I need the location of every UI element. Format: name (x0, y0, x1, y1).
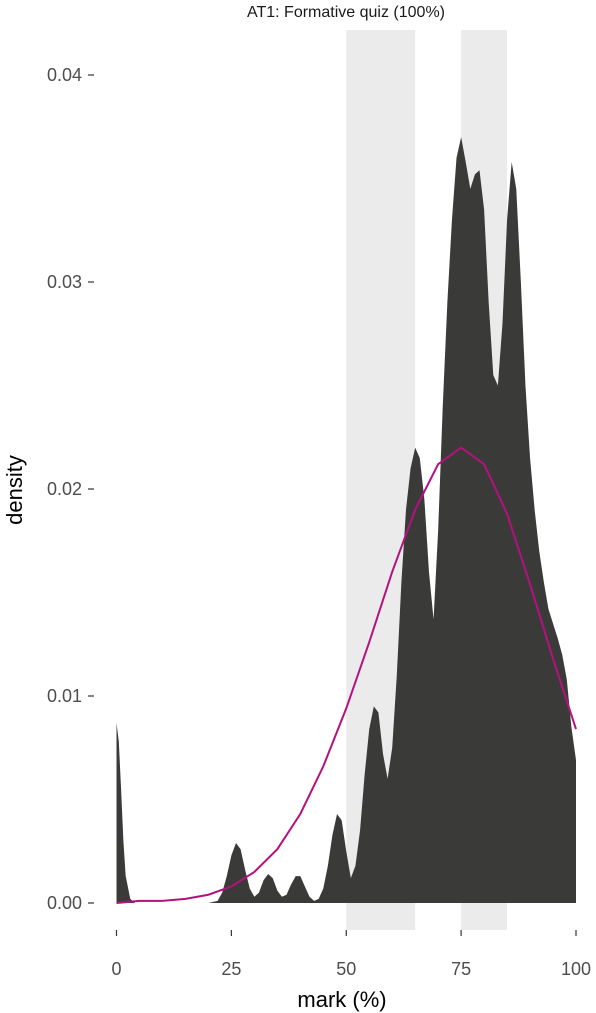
x-axis: 0 25 50 75 100 (111, 930, 591, 979)
x-tick-label: 25 (221, 959, 241, 979)
normal-curve-line (116, 446, 577, 904)
x-tick-label: 50 (336, 959, 356, 979)
y-tick-label: 0.04 (47, 65, 82, 85)
y-axis-title: density (2, 455, 27, 525)
x-tick-label: 100 (561, 959, 591, 979)
y-axis: 0.00 0.01 0.02 0.03 0.04 (47, 65, 94, 913)
x-tick-label: 0 (111, 959, 121, 979)
density-area (116, 137, 576, 904)
y-tick-label: 0.02 (47, 479, 82, 499)
y-tick-label: 0.00 (47, 893, 82, 913)
x-axis-title: mark (%) (297, 987, 386, 1012)
y-tick-label: 0.03 (47, 272, 82, 292)
x-tick-label: 75 (451, 959, 471, 979)
y-tick-label: 0.01 (47, 686, 82, 706)
chart-title: AT1: Formative quiz (100%) (247, 4, 445, 21)
